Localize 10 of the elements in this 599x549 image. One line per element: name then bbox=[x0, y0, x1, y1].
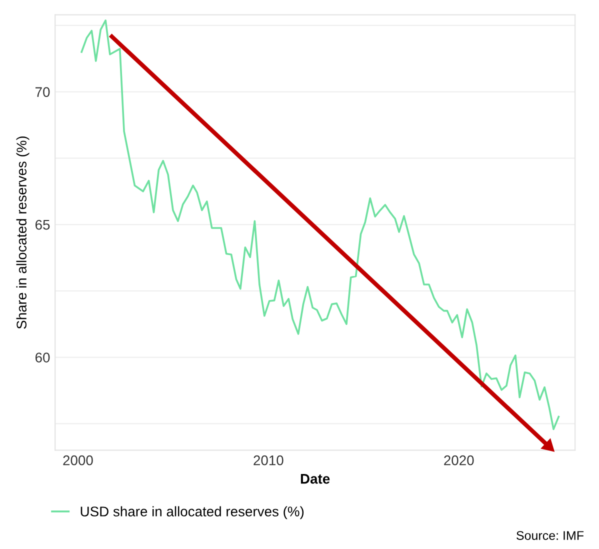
source-note: Source: IMF bbox=[516, 531, 584, 540]
y-axis-title: Share in allocated reserves (%) bbox=[16, 136, 30, 329]
y-tick-label: 65 bbox=[36, 220, 50, 230]
x-tick-label: 2000 bbox=[63, 455, 93, 466]
x-axis-title: Date bbox=[300, 474, 330, 484]
y-tick-label: 70 bbox=[36, 87, 50, 97]
x-tick-label: 2010 bbox=[254, 455, 284, 466]
y-tick-label: 60 bbox=[36, 352, 50, 362]
legend-label: USD share in allocated reserves (%) bbox=[80, 506, 304, 520]
x-tick-label: 2020 bbox=[444, 455, 474, 466]
